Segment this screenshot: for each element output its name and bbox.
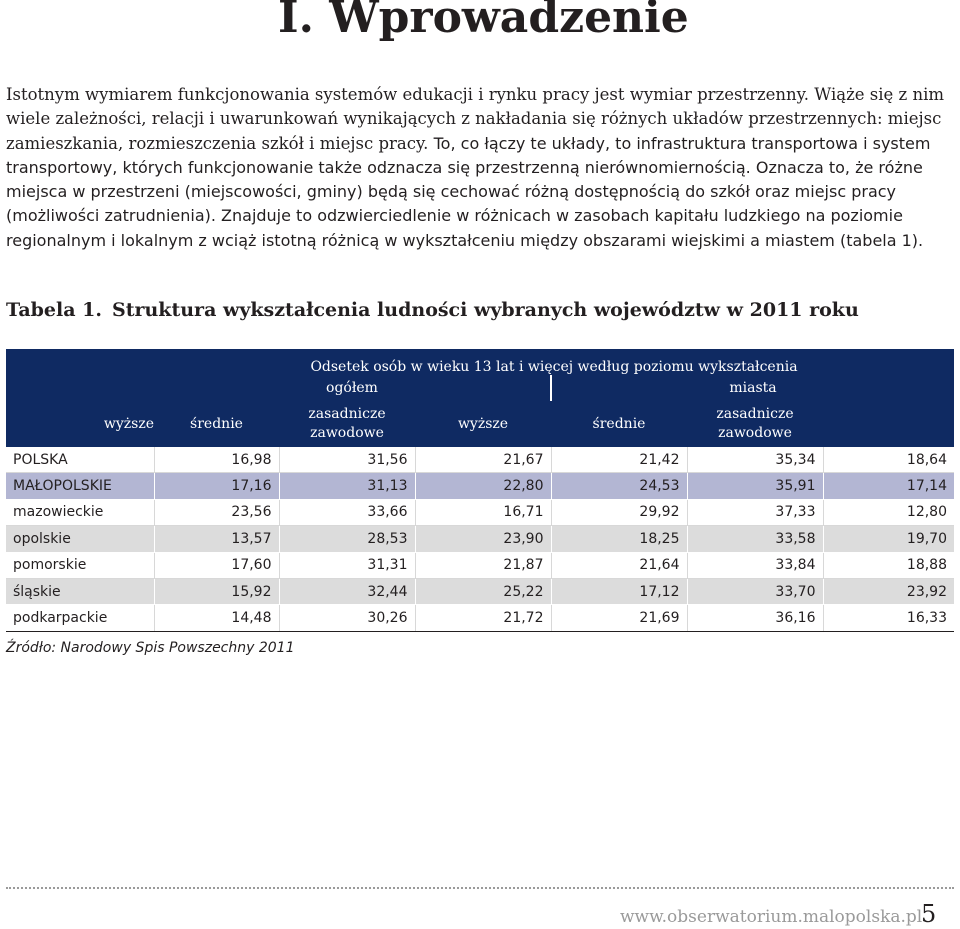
header-group-cities: miasta	[550, 375, 954, 401]
value-cell: 18,88	[822, 552, 954, 579]
education-structure-table: Odsetek osób w wieku 13 lat i więcej wed…	[6, 349, 954, 632]
section-heading: I. Wprowadzenie	[278, 0, 689, 43]
header-col-vocational-cities: zasadnicze zawodowe	[687, 401, 823, 447]
table-row: mazowieckie 23,56 33,66 16,71 29,92 37,3…	[6, 499, 954, 527]
table-row: MAŁOPOLSKIE 17,16 31,13 22,80 24,53 35,9…	[6, 472, 954, 500]
value-cell: 33,70	[686, 578, 823, 606]
region-name: MAŁOPOLSKIE	[6, 472, 154, 500]
region-name: mazowieckie	[6, 499, 154, 527]
value-cell: 22,80	[414, 472, 551, 500]
value-cell: 18,25	[550, 525, 687, 553]
value-cell: 19,70	[822, 525, 954, 553]
value-cell: 21,67	[414, 447, 551, 474]
region-name: opolskie	[6, 525, 154, 553]
header-col-vocational-line1: zasadnicze	[716, 406, 794, 422]
header-col-vocational-line1: zasadnicze	[308, 406, 386, 422]
header-group-total: ogółem	[154, 375, 551, 401]
header-col-higher-total: wyższe	[6, 401, 154, 447]
value-cell: 31,56	[278, 447, 415, 474]
header-col-secondary-cities: średnie	[551, 401, 687, 447]
page-number: 5	[921, 900, 937, 928]
value-cell: 18,64	[822, 447, 954, 474]
value-cell: 15,92	[153, 578, 279, 606]
value-cell: 21,64	[550, 552, 687, 579]
value-cell: 25,22	[414, 578, 551, 606]
value-cell: 17,16	[153, 472, 279, 500]
value-cell: 23,56	[153, 499, 279, 527]
table-row: POLSKA 16,98 31,56 21,67 21,42 35,34 18,…	[6, 447, 954, 474]
header-empty-cell	[6, 375, 154, 401]
header-col-vocational-total: zasadnicze zawodowe	[279, 401, 415, 447]
table-header-row-groups: ogółem miasta	[6, 375, 954, 401]
value-cell: 21,72	[414, 604, 551, 632]
table-row: śląskie 15,92 32,44 25,22 17,12 33,70 23…	[6, 578, 954, 606]
table-caption: Tabela 1. Struktura wykształcenia ludnośc…	[6, 298, 859, 322]
value-cell: 16,98	[153, 447, 279, 474]
table-header-row-main: Odsetek osób w wieku 13 lat i więcej wed…	[6, 349, 954, 375]
value-cell: 12,80	[822, 499, 954, 527]
region-name: POLSKA	[6, 447, 154, 474]
footer-website-link[interactable]: www.obserwatorium.malopolska.pl	[620, 907, 923, 927]
value-cell: 16,71	[414, 499, 551, 527]
value-cell: 23,92	[822, 578, 954, 606]
value-cell: 29,92	[550, 499, 687, 527]
header-empty-cell	[6, 349, 154, 375]
table-row: podkarpackie 14,48 30,26 21,72 21,69 36,…	[6, 604, 954, 632]
value-cell: 23,90	[414, 525, 551, 553]
footer-divider	[6, 887, 954, 889]
value-cell: 32,44	[278, 578, 415, 606]
header-col-secondary-total: średnie	[154, 401, 279, 447]
intro-text-part-a: Istotnym wymiarem funkcjonowania systemó…	[6, 85, 945, 153]
region-name: podkarpackie	[6, 604, 154, 632]
value-cell: 31,13	[278, 472, 415, 500]
value-cell: 33,66	[278, 499, 415, 527]
value-cell: 33,84	[686, 552, 823, 579]
table-source-note: Źródło: Narodowy Spis Powszechny 2011	[6, 640, 295, 656]
value-cell: 24,53	[550, 472, 687, 500]
intro-paragraph: Istotnym wymiarem funkcjonowania systemó…	[6, 83, 956, 253]
region-name: śląskie	[6, 578, 154, 606]
value-cell: 17,12	[550, 578, 687, 606]
table-caption-label: Tabela 1.	[6, 299, 102, 321]
value-cell: 37,33	[686, 499, 823, 527]
value-cell: 30,26	[278, 604, 415, 632]
value-cell: 36,16	[686, 604, 823, 632]
header-col-vocational-line2: zawodowe	[310, 425, 384, 441]
header-main-title: Odsetek osób w wieku 13 lat i więcej wed…	[154, 349, 954, 375]
header-col-higher-cities: wyższe	[415, 401, 551, 447]
intro-text-part-b: To, co łączy te układy, to infrastruktur…	[6, 133, 931, 250]
value-cell: 17,14	[822, 472, 954, 500]
value-cell: 35,34	[686, 447, 823, 474]
table-row: opolskie 13,57 28,53 23,90 18,25 33,58 1…	[6, 525, 954, 553]
header-col-vocational-line2: zawodowe	[718, 425, 792, 441]
value-cell: 13,57	[153, 525, 279, 553]
value-cell: 16,33	[822, 604, 954, 632]
value-cell: 33,58	[686, 525, 823, 553]
value-cell: 21,69	[550, 604, 687, 632]
value-cell: 17,60	[153, 552, 279, 579]
value-cell: 14,48	[153, 604, 279, 632]
region-name: pomorskie	[6, 552, 154, 579]
table-row: pomorskie 17,60 31,31 21,87 21,64 33,84 …	[6, 552, 954, 579]
value-cell: 28,53	[278, 525, 415, 553]
value-cell: 35,91	[686, 472, 823, 500]
table-header-row-columns: wyższe średnie zasadnicze zawodowe wyższe…	[6, 401, 954, 447]
value-cell: 21,87	[414, 552, 551, 579]
value-cell: 31,31	[278, 552, 415, 579]
value-cell: 21,42	[550, 447, 687, 474]
header-empty-cell	[823, 401, 954, 447]
table-caption-title: Struktura wykształcenia ludności wybrany…	[111, 299, 859, 321]
